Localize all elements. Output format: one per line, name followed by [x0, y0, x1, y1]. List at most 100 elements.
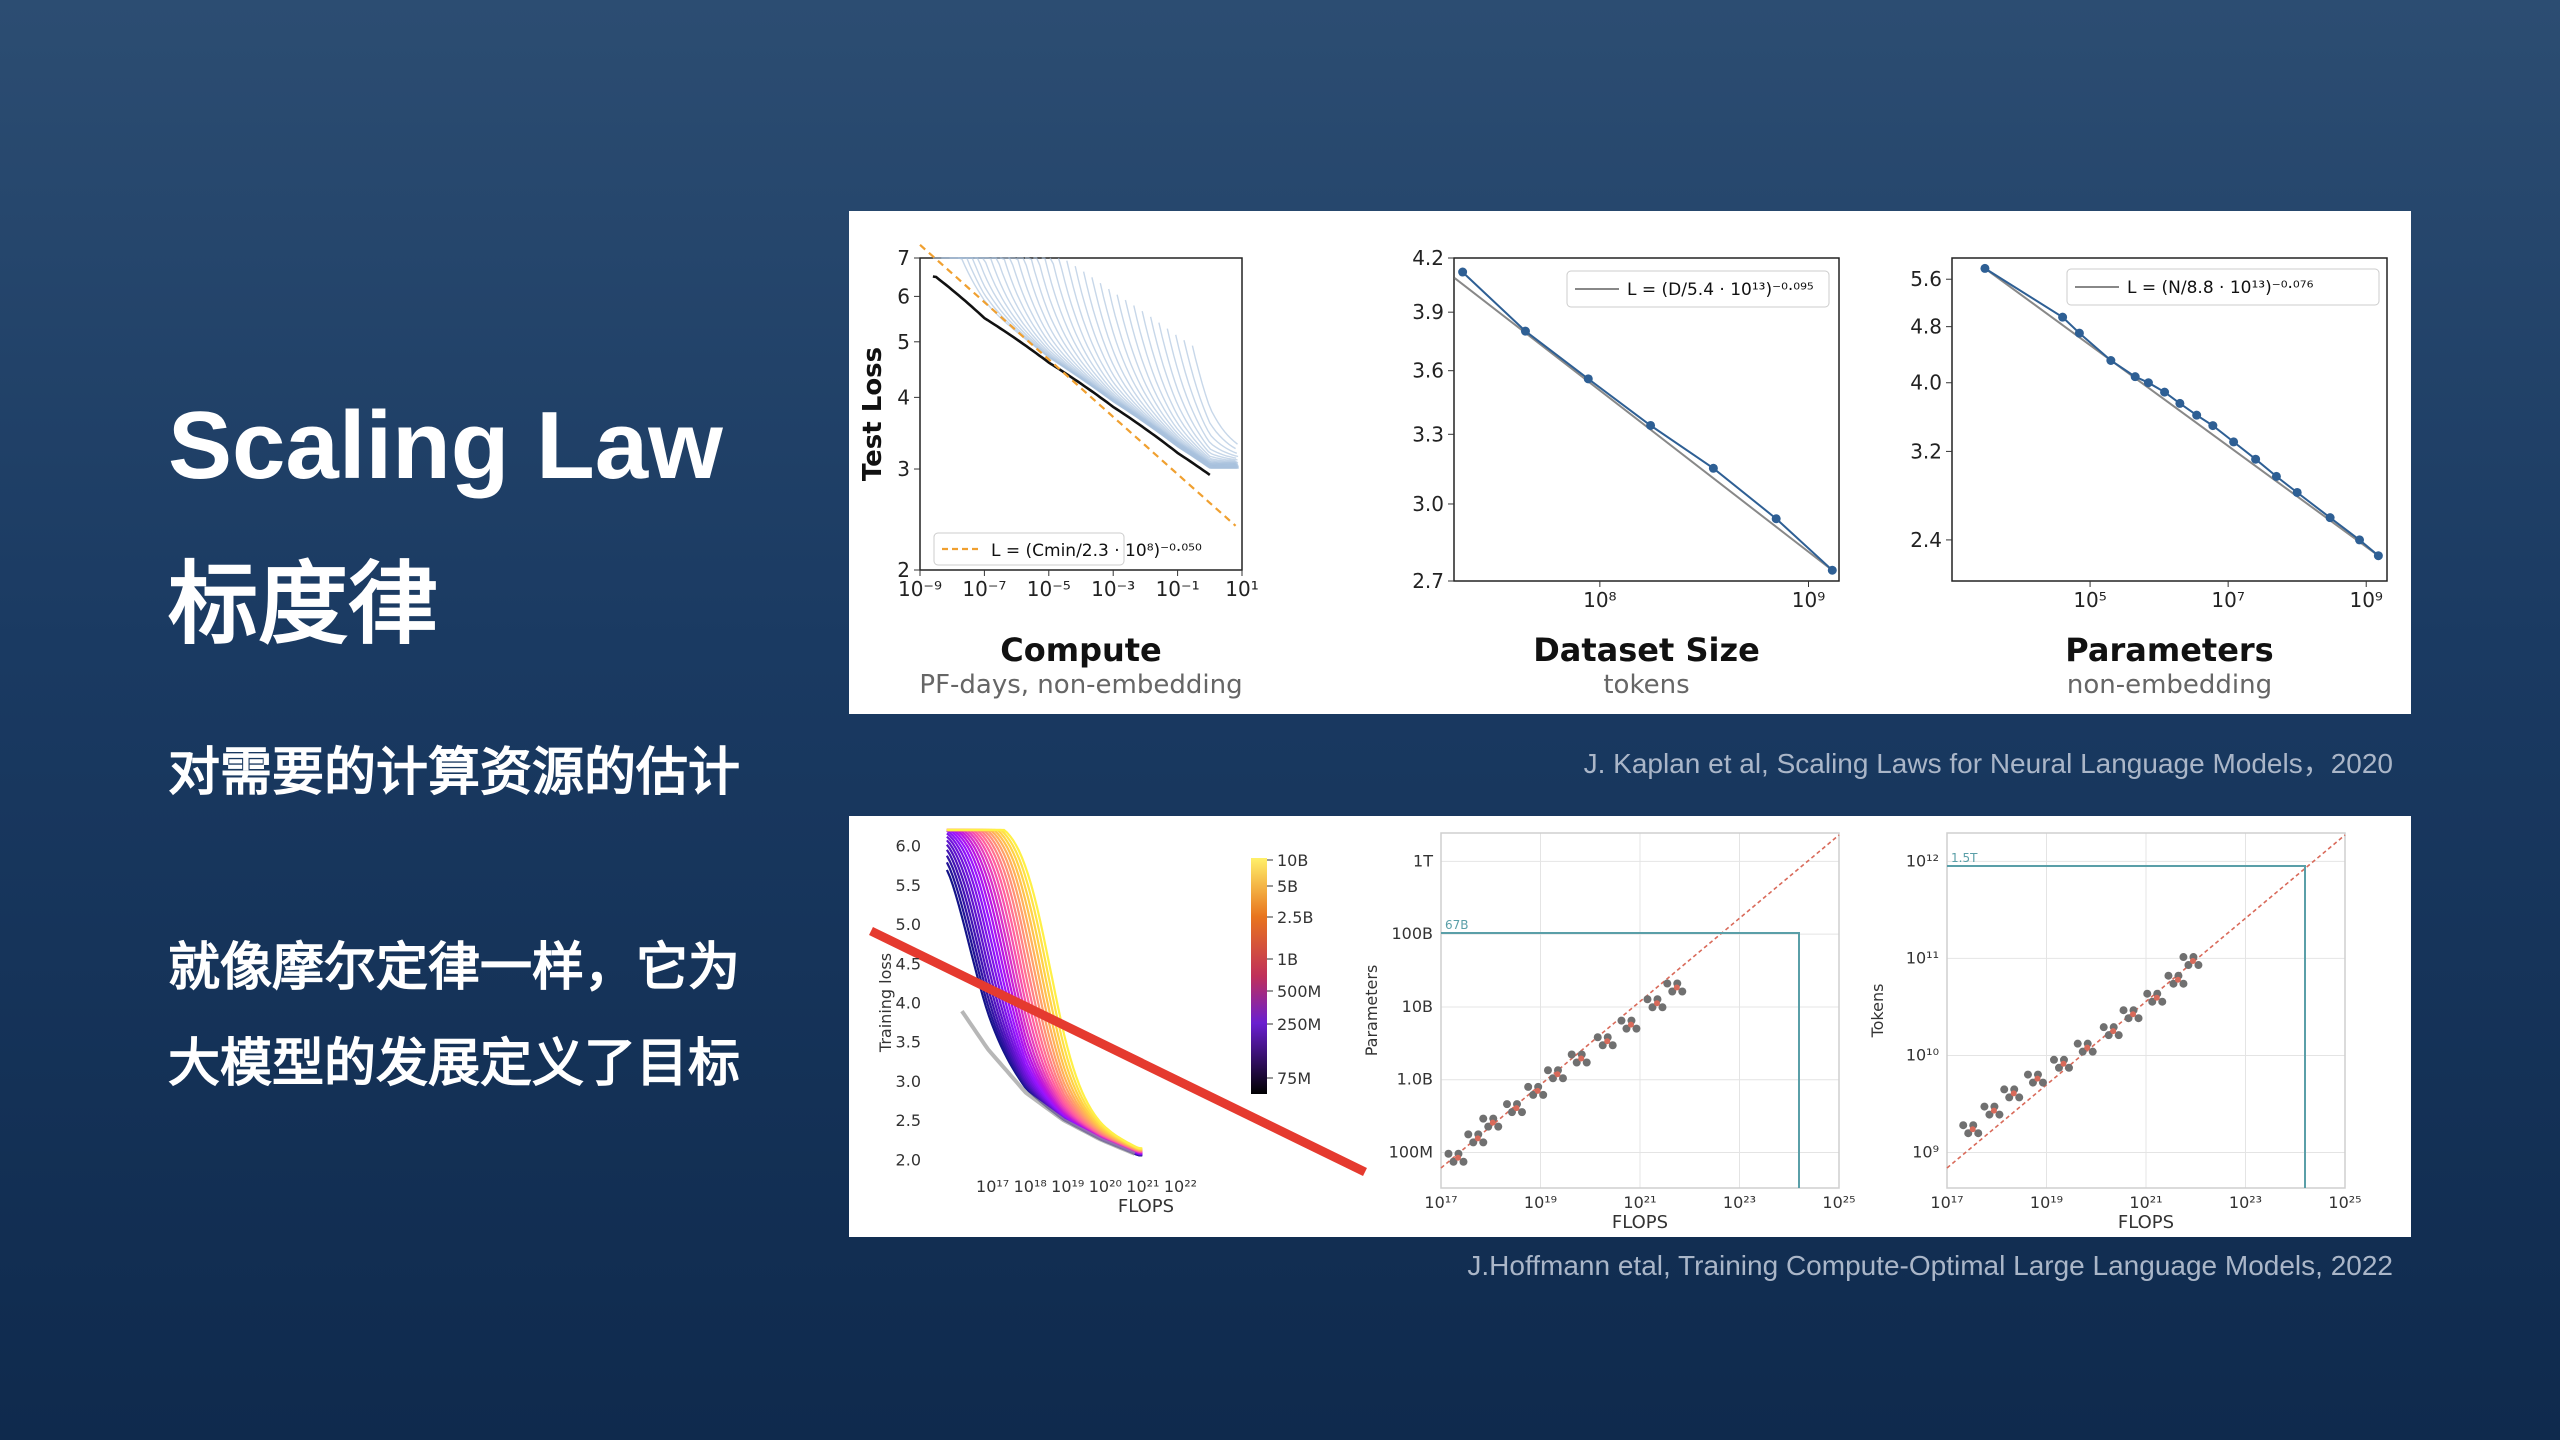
tokens-flops-point-highlight: [1969, 1126, 1976, 1133]
compute-xtick-label: 10⁻³: [1091, 577, 1135, 601]
params-flops-point: [1617, 1016, 1626, 1025]
dataset-legend-box: [1566, 270, 1830, 308]
tokens-flops-point: [2054, 1063, 2063, 1072]
params-flops-point: [1517, 1108, 1526, 1117]
params-flops-point-highlight: [1489, 1119, 1496, 1126]
compute-learning-curve: [1191, 345, 1238, 445]
tokens-flops-xtick-label: 10¹⁹: [2030, 1193, 2063, 1212]
tokens-flops-point: [1980, 1102, 1989, 1111]
tokens-flops-xtick-label: 10²³: [2229, 1193, 2262, 1212]
compute-learning-curve: [1082, 271, 1239, 465]
params-point: [2143, 378, 2153, 388]
compute-ytick-label: 5: [897, 330, 910, 354]
params-flops-point: [1648, 1003, 1657, 1012]
tokens-flops-point-highlight: [2189, 958, 2196, 965]
compute-learning-curve: [1175, 334, 1238, 454]
hoffmann-citation: J.Hoffmann etal, Training Compute-Optima…: [1467, 1250, 2393, 1281]
dataset-ytick-label: 4.2: [1412, 246, 1444, 270]
params-flops-annotation: 67B: [1445, 918, 1469, 932]
compute-learning-curve: [1183, 340, 1236, 450]
tokens-flops-point: [2164, 971, 2173, 980]
tokens-flops-point-highlight: [2130, 1011, 2137, 1018]
params-flops-point: [1494, 1122, 1503, 1131]
compute-learning-curve: [999, 257, 1239, 468]
params-xlabel: Parameters: [2065, 631, 2273, 669]
params-flops-point-highlight: [1513, 1105, 1520, 1112]
dataset-ytick-label: 2.7: [1412, 569, 1444, 593]
params-legend-box: [2066, 268, 2380, 306]
params-flops-point: [1643, 995, 1652, 1004]
tokens-flops-point: [2064, 1063, 2073, 1072]
colorbar-tick-label: 75M: [1277, 1069, 1311, 1088]
params-flops-point-highlight: [1534, 1087, 1541, 1094]
tokens-flops-ytick-label: 10¹²: [1906, 851, 1939, 870]
tokens-flops-point-highlight: [2084, 1044, 2091, 1051]
tokens-flops-point-highlight: [2110, 1028, 2117, 1035]
params-xlabel-sub: non-embedding: [2067, 670, 2272, 700]
dataset-ytick-label: 3.9: [1412, 300, 1444, 324]
params-flops-point: [1608, 1041, 1617, 1050]
tokens-flops-point: [2000, 1085, 2009, 1094]
tokens-flops-point-highlight: [1990, 1107, 1997, 1114]
loss-ytick-label: 2.0: [896, 1150, 921, 1169]
params-flops-xtick-label: 10²⁵: [1822, 1193, 1855, 1212]
tokens-flops-point: [2169, 979, 2178, 988]
params-point: [2271, 471, 2281, 481]
dataset-ytick-label: 3.3: [1412, 422, 1444, 446]
tokens-flops-guide-line: [1947, 865, 2306, 1188]
params-flops-ylabel: Parameters: [1362, 965, 1381, 1057]
params-flops-point: [1668, 987, 1677, 996]
dataset-point: [1646, 420, 1656, 430]
params-flops-point: [1444, 1149, 1453, 1158]
tokens-flops-annotation: 1.5T: [1951, 851, 1978, 865]
params-flops-point: [1558, 1074, 1567, 1083]
params-point: [2074, 328, 2084, 338]
params-point: [2355, 535, 2365, 545]
compute-xtick-label: 10⁻¹: [1156, 577, 1200, 601]
loss-ytick-label: 4.0: [896, 994, 921, 1013]
compute-xtick-label: 10⁻⁵: [1027, 577, 1071, 601]
tokens-flops-point: [2088, 1047, 2097, 1056]
params-xtick-label: 10⁵: [2073, 588, 2106, 612]
params-point: [2175, 398, 2185, 408]
tokens-flops-point: [2179, 979, 2188, 988]
loss-curve: [946, 828, 1143, 1150]
dataset-point: [1827, 565, 1837, 575]
loss-xtick-label: 10²²: [1164, 1177, 1197, 1196]
tokens-flops-point: [2005, 1093, 2014, 1102]
params-flops-ytick-label: 10B: [1402, 997, 1433, 1016]
params-flops-point: [1543, 1066, 1552, 1075]
params-xtick-label: 10⁹: [2349, 588, 2382, 612]
params-flops-point-highlight: [1653, 1000, 1660, 1007]
compute-ylabel: Test Loss: [858, 347, 888, 481]
params-flops-point-highlight: [1673, 984, 1680, 991]
compute-legend-label: L = (Cmin/2.3 · 10⁸)⁻⁰·⁰⁵⁰: [991, 541, 1202, 561]
dataset-ytick-label: 3.6: [1412, 359, 1444, 383]
params-flops-point: [1479, 1138, 1488, 1147]
tokens-flops-point-highlight: [2174, 976, 2181, 983]
colorbar-tick-label: 1B: [1277, 950, 1298, 969]
params-point: [2373, 551, 2383, 561]
tokens-flops-point: [1974, 1129, 1983, 1138]
tokens-flops-point: [2104, 1031, 2113, 1040]
params-point: [2292, 487, 2302, 497]
tokens-flops-point: [2114, 1031, 2123, 1040]
params-flops-point-highlight: [1454, 1154, 1461, 1161]
loss-ytick-label: 5.0: [896, 915, 921, 934]
tokens-flops-ytick-label: 10¹¹: [1906, 948, 1939, 967]
params-point: [2130, 372, 2140, 382]
loss-ytick-label: 4.5: [896, 954, 921, 973]
tokens-flops-point: [2124, 1014, 2133, 1023]
slide-subtitle: 标度律: [168, 555, 438, 655]
tokens-flops-frame: [1946, 832, 2346, 1189]
tokens-flops-ytick-label: 10¹⁰: [1906, 1045, 1939, 1064]
tokens-flops-point: [2194, 961, 2203, 970]
params-flops-fit-line: [1440, 834, 1840, 1169]
params-xtick-label: 10⁷: [2211, 588, 2244, 612]
dataset-series-line: [1461, 271, 1833, 571]
params-flops-point: [1529, 1090, 1538, 1099]
compute-ytick-label: 6: [897, 284, 910, 308]
params-flops-xtick-label: 10¹⁷: [1424, 1193, 1457, 1212]
params-flops-point: [1582, 1058, 1591, 1067]
params-flops-point-highlight: [1578, 1055, 1585, 1062]
